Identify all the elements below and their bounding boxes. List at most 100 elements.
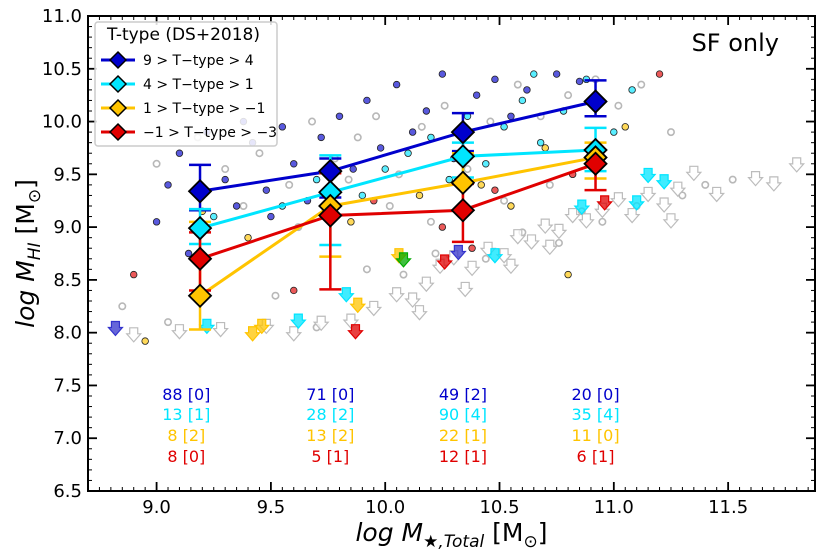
scatter-point: [262, 186, 271, 194]
scatter-point: [445, 175, 453, 184]
grey-point: [614, 101, 623, 110]
y-axis-label-main: log M: [11, 260, 40, 328]
upper-limit-arrow: [596, 195, 613, 211]
upper-limit-arrow: [450, 244, 467, 261]
grey-point: [481, 254, 490, 263]
count-label: 11 [0]: [571, 426, 619, 445]
scatter-point: [152, 218, 161, 226]
scatter-point: [141, 337, 149, 345]
count-label: 28 [2]: [306, 405, 354, 424]
scatter-point: [468, 244, 476, 252]
upper-limit-arrow: [685, 165, 703, 182]
scatter-point: [610, 128, 618, 136]
series-line: [199, 162, 597, 261]
upper-limit-arrow: [418, 276, 435, 293]
upper-limit-arrow: [338, 287, 355, 303]
grey-point: [545, 180, 554, 189]
scatter-point: [491, 75, 499, 84]
grey-point: [431, 249, 440, 258]
upper-limit-arrow: [486, 248, 504, 264]
series-diamond: [187, 215, 213, 241]
upper-limit-arrow: [610, 192, 627, 208]
scatter-point: [564, 270, 572, 279]
series-diamond: [450, 170, 476, 196]
series-diamond: [187, 283, 213, 308]
upper-limit-arrow: [171, 324, 188, 340]
grey-point: [728, 175, 737, 184]
legend-label: 1 > T−type > −1: [143, 101, 265, 117]
legend: T-type (DS+2018) 9 > T−type > 4 4 > T−typ…: [94, 21, 278, 147]
grey-point: [285, 180, 294, 189]
count-label: 49 [2]: [439, 385, 487, 404]
upper-limit-arrow: [198, 318, 216, 335]
scatter-point: [575, 77, 584, 86]
grey-point: [440, 101, 449, 110]
upper-limit-arrow: [550, 223, 568, 240]
upper-limit-arrow: [290, 313, 307, 330]
scatter-point: [523, 86, 531, 94]
scatter-point: [358, 191, 367, 200]
y-axis-label-sub: HI: [25, 242, 45, 260]
scatter-point: [232, 202, 241, 210]
upper-limit-arrow: [655, 197, 673, 213]
scatter-point: [347, 218, 355, 226]
y-axis-label-sun: ⊙: [25, 189, 45, 203]
grey-point: [417, 122, 426, 131]
legend-label: 4 > T−type > 1: [143, 77, 254, 93]
scatter-point: [621, 123, 629, 131]
scatter-point: [244, 233, 252, 242]
scatter-point: [472, 91, 481, 99]
x-tick-label: 11.5: [708, 497, 748, 518]
grey-point: [152, 159, 161, 168]
series-line: [199, 148, 596, 230]
count-label: 22 [1]: [439, 426, 487, 445]
series-diamond: [318, 203, 343, 228]
scatter-point: [381, 165, 389, 173]
series-layer: [187, 79, 608, 331]
y-tick-label: 6.5: [53, 481, 82, 502]
scatter-point: [175, 149, 184, 157]
x-axis-label-sun: ⊙: [524, 532, 538, 552]
upper-limit-arrow: [564, 207, 581, 224]
scatter-point: [408, 128, 417, 136]
scatter-point: [655, 70, 664, 78]
upper-limit-arrow: [536, 218, 554, 235]
legend-label: 9 > T−type > 4: [143, 53, 254, 69]
scatter-point: [363, 96, 371, 105]
series-diamond: [450, 119, 476, 145]
count-label: 6 [1]: [577, 447, 615, 466]
upper-limit-arrow: [639, 186, 657, 203]
scatter-point: [507, 112, 515, 120]
upper-limit-arrow: [669, 181, 687, 198]
count-label: 13 [2]: [306, 426, 354, 445]
y-axis-label-unit: [M: [11, 203, 40, 242]
count-label: 12 [1]: [439, 447, 487, 466]
legend-entries: 9 > T−type > 4 4 > T−type > 1 1 > T−type >…: [101, 50, 277, 142]
x-tick-label: 9.0: [142, 497, 171, 518]
x-tick-label: 11.0: [594, 497, 634, 518]
scatter-point: [422, 107, 431, 115]
grey-point: [255, 149, 264, 158]
upper-limit-arrow: [212, 321, 229, 338]
upper-limit-arrow: [541, 239, 559, 256]
scatter-point: [541, 144, 549, 152]
series-diamond: [450, 197, 476, 223]
upper-limit-arrow: [573, 199, 591, 216]
x-tick-label: 10.0: [365, 497, 405, 518]
scatter-point: [290, 286, 298, 295]
count-label: 90 [4]: [439, 405, 487, 424]
grey-point: [554, 238, 563, 247]
series-line: [199, 155, 596, 297]
grey-point: [344, 175, 353, 184]
scatter-point: [491, 186, 499, 194]
x-tick-label: 9.5: [257, 497, 286, 518]
legend-marker: [108, 122, 128, 142]
x-tick-label: 10.5: [479, 497, 519, 518]
grey-point: [118, 302, 127, 311]
x-axis-label-main: log M: [355, 518, 423, 547]
grey-point: [564, 91, 573, 100]
upper-limit-arrow: [765, 176, 783, 192]
series-diamond: [187, 178, 213, 204]
sf-only-annotation: SF only: [692, 29, 779, 57]
scatter-point: [267, 212, 275, 221]
